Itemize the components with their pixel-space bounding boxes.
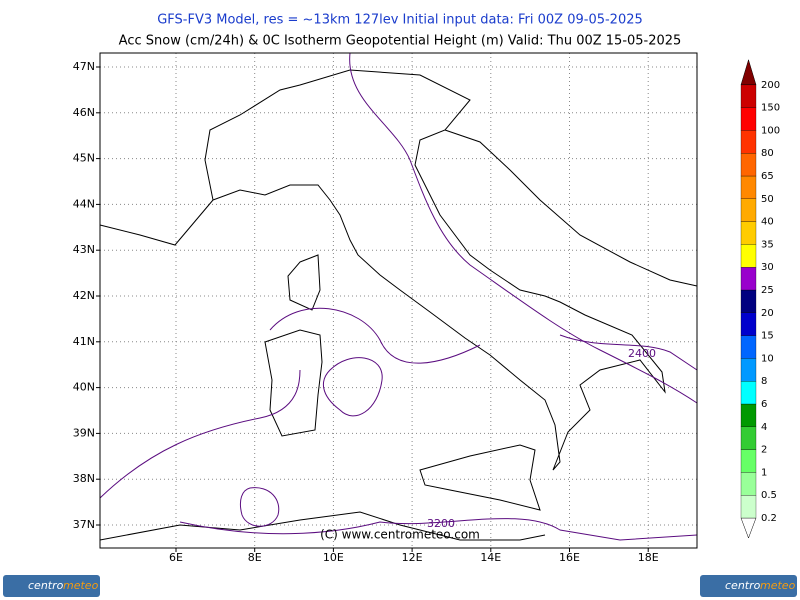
lat-label: 44N xyxy=(73,197,95,210)
logo: centro meteo xyxy=(700,575,797,597)
legend-label: 35 xyxy=(761,239,774,250)
legend-swatch xyxy=(740,495,757,519)
legend-label: 15 xyxy=(761,331,774,342)
legend-swatch xyxy=(740,381,757,405)
lon-label: 8E xyxy=(248,551,262,564)
africa-coast xyxy=(99,511,546,541)
lat-label: 43N xyxy=(73,243,95,256)
legend-swatch xyxy=(740,426,757,450)
legend-label: 30 xyxy=(761,262,774,273)
lat-label: 46N xyxy=(73,106,95,119)
italy-coast xyxy=(204,69,666,471)
legend-label: 80 xyxy=(761,148,774,159)
legend-swatch xyxy=(740,244,757,268)
lat-label: 39N xyxy=(73,426,95,439)
logo-box xyxy=(3,575,100,597)
legend-swatch xyxy=(740,107,757,131)
lat-label: 42N xyxy=(73,289,95,302)
lat-label: 47N xyxy=(73,60,95,73)
logo-text: centro xyxy=(725,579,761,592)
legend-swatch xyxy=(740,449,757,473)
legend-label: 65 xyxy=(761,171,774,182)
lon-label: 18E xyxy=(638,551,659,564)
legend-swatch xyxy=(740,472,757,496)
legend-swatch xyxy=(740,153,757,177)
legend-label: 200 xyxy=(761,80,780,91)
grid xyxy=(96,53,697,552)
legend-label: 6 xyxy=(761,399,767,410)
legend-label: 25 xyxy=(761,285,774,296)
lon-label: 14E xyxy=(480,551,501,564)
lat-label: 45N xyxy=(73,152,95,165)
legend-swatch xyxy=(740,289,757,313)
isotherm xyxy=(349,52,698,404)
legend-swatch xyxy=(740,403,757,427)
title: GFS-FV3 Model, res = ~13km 127lev Initia… xyxy=(157,13,643,28)
legend-label: 8 xyxy=(761,376,767,387)
contour-label: 2400 xyxy=(628,347,656,360)
legend: 0.2 0.5 1 2 4 6 8 10 15 20 25 30 35 40 50 65 80 100 150 200 xyxy=(740,58,780,539)
legend-swatch xyxy=(740,84,757,108)
lat-label: 38N xyxy=(73,472,95,485)
map-shapes xyxy=(99,52,698,549)
legend-label: 40 xyxy=(761,217,774,228)
france-coast xyxy=(99,199,214,246)
legend-swatch xyxy=(740,267,757,291)
legend-label: 2 xyxy=(761,445,767,456)
lat-label: 37N xyxy=(73,518,95,531)
legend-swatch xyxy=(740,358,757,382)
lon-label: 6E xyxy=(169,551,183,564)
isotherm xyxy=(322,357,383,417)
sardinia xyxy=(264,329,323,437)
lon-label: 12E xyxy=(402,551,423,564)
lat-label: 40N xyxy=(73,381,95,394)
legend-swatch xyxy=(740,130,757,154)
logo-text: meteo xyxy=(760,579,796,592)
isotherm xyxy=(99,369,301,499)
legend-label: 100 xyxy=(761,125,780,136)
legend-swatch xyxy=(740,175,757,199)
isotherm xyxy=(559,334,698,371)
legend-swatch xyxy=(740,312,757,336)
isotherm xyxy=(179,518,698,541)
corsica xyxy=(287,254,321,311)
contour-label: 3200 xyxy=(427,517,455,530)
lon-label: 16E xyxy=(559,551,580,564)
lon-label: 10E xyxy=(323,551,344,564)
legend-swatch xyxy=(740,335,757,359)
legend-swatch xyxy=(740,198,757,222)
logo-box xyxy=(700,575,797,597)
legend-label: 1 xyxy=(761,467,767,478)
logo-text: centro xyxy=(28,579,64,592)
legend-swatch xyxy=(740,221,757,245)
copyright: (C) www.centrometeo.com xyxy=(320,528,480,542)
legend-label: 20 xyxy=(761,308,774,319)
isotherm xyxy=(269,307,481,364)
map-frame xyxy=(99,52,698,549)
legend-swatch xyxy=(740,58,757,86)
subtitle: Acc Snow (cm/24h) & 0C Isotherm Geopoten… xyxy=(119,34,682,49)
legend-label: 4 xyxy=(761,422,767,433)
legend-label: 10 xyxy=(761,353,774,364)
legend-label: 150 xyxy=(761,103,780,114)
balkan-coast xyxy=(444,129,698,287)
legend-label: 0.5 xyxy=(761,490,777,501)
legend-label: 50 xyxy=(761,194,774,205)
legend-label: 0.2 xyxy=(761,513,777,524)
logo-text: meteo xyxy=(63,579,99,592)
logo: centro meteo xyxy=(3,575,100,597)
isotherm xyxy=(239,487,280,527)
lat-label: 41N xyxy=(73,335,95,348)
sicily xyxy=(419,444,541,511)
legend-swatch xyxy=(740,517,757,539)
